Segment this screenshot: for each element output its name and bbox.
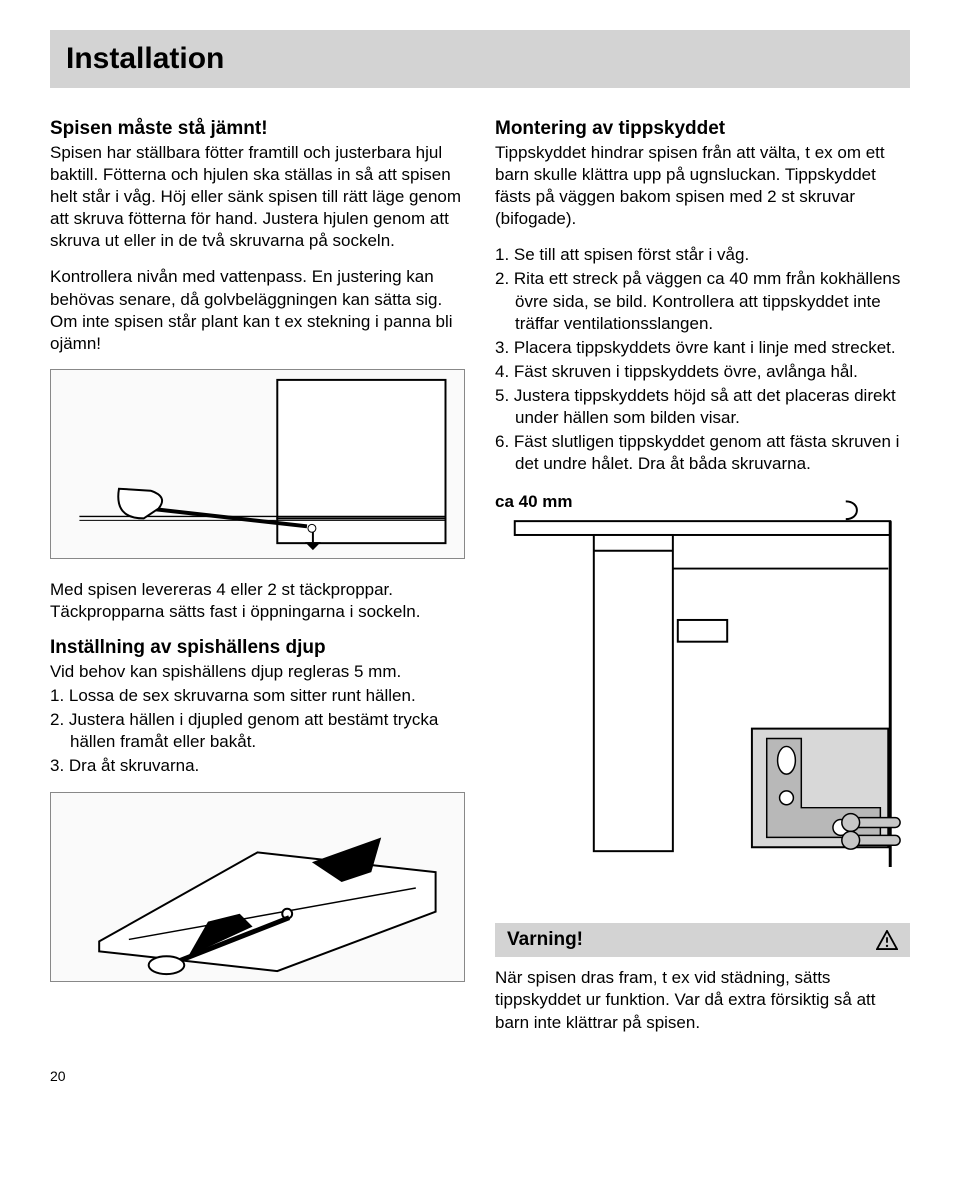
foot-adjust-illustration-icon xyxy=(51,370,464,558)
list-item: 5. Justera tippskyddets höjd så att det … xyxy=(495,385,910,429)
left-column: Spisen måste stå jämnt! Spisen har ställ… xyxy=(50,118,465,1048)
body-text: Spisen har ställbara fötter framtill och… xyxy=(50,142,465,252)
list-item: 1. Lossa de sex skruvarna som sitter run… xyxy=(50,685,465,707)
warning-triangle-icon xyxy=(876,930,898,950)
figure-adjust-foot xyxy=(50,369,465,559)
page-title: Installation xyxy=(66,42,894,76)
body-text: Kontrollera nivån med vattenpass. En jus… xyxy=(50,266,465,354)
list-item: 2. Rita ett streck på väggen ca 40 mm fr… xyxy=(495,268,910,334)
warning-body: När spisen dras fram, t ex vid städning,… xyxy=(495,967,910,1033)
page-number: 20 xyxy=(50,1068,910,1084)
hob-screw-illustration-icon xyxy=(51,793,464,981)
list-item: 3. Placera tippskyddets övre kant i linj… xyxy=(495,337,910,359)
list-item: 2. Justera hällen i djupled genom att be… xyxy=(50,709,465,753)
warning-banner: Varning! xyxy=(495,923,910,957)
tip-guard-illustration-icon xyxy=(495,489,910,909)
measurement-label: ca 40 mm xyxy=(495,492,573,512)
figure-tip-guard-wall: ca 40 mm xyxy=(495,489,910,909)
heading-level-stove: Spisen måste stå jämnt! xyxy=(50,118,465,140)
warning-title: Varning! xyxy=(507,929,583,951)
body-text: Tippskyddet hindrar spisen från att vält… xyxy=(495,142,910,230)
list-item: 3. Dra åt skruvarna. xyxy=(50,755,465,777)
figure-hob-screw xyxy=(50,792,465,982)
two-column-layout: Spisen måste stå jämnt! Spisen har ställ… xyxy=(50,118,910,1048)
list-item: 1. Se till att spisen först står i våg. xyxy=(495,244,910,266)
heading-hob-depth: Inställning av spishällens djup xyxy=(50,637,465,659)
right-column: Montering av tippskyddet Tippskyddet hin… xyxy=(495,118,910,1048)
body-text: Vid behov kan spishällens djup regleras … xyxy=(50,661,465,683)
section-header: Installation xyxy=(50,30,910,88)
list-item: 4. Fäst skruven i tippskyddets övre, avl… xyxy=(495,361,910,383)
list-item: 6. Fäst slutligen tippskyddet genom att … xyxy=(495,431,910,475)
steps-hob-depth: 1. Lossa de sex skruvarna som sitter run… xyxy=(50,685,465,777)
body-text: Med spisen levereras 4 eller 2 st täckpr… xyxy=(50,579,465,623)
steps-tip-guard: 1. Se till att spisen först står i våg. … xyxy=(495,244,910,475)
heading-tip-guard: Montering av tippskyddet xyxy=(495,118,910,140)
